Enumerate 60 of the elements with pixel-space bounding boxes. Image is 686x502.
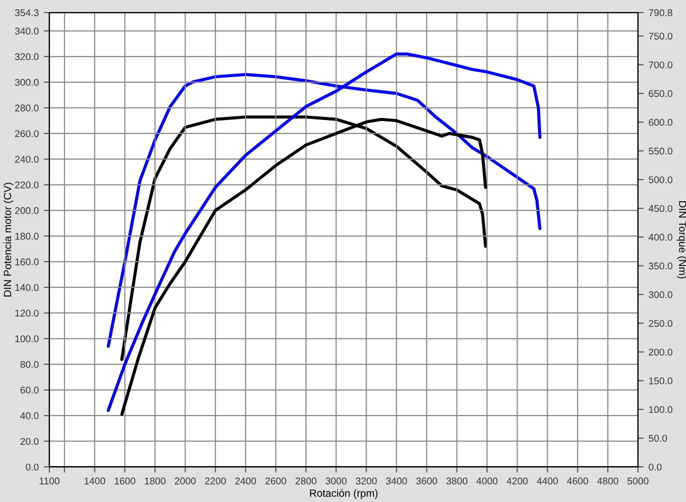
x-tick-label: 2000 <box>174 478 196 484</box>
x-tick-label: 1600 <box>114 478 136 484</box>
y-tick-label: 180.0 <box>15 232 39 240</box>
x-tick-label: 4200 <box>506 478 528 484</box>
y2-tick-label: 550.0 <box>648 148 672 155</box>
y2-tick-label: 350.0 <box>648 262 672 270</box>
y2-tick-label: 0.0 <box>648 464 662 470</box>
y2-tick-label: 500.0 <box>648 176 672 184</box>
x-tick-label: 3000 <box>326 478 347 484</box>
y2-tick-label: 200.0 <box>648 348 672 356</box>
y2-tick-label: 250.0 <box>648 320 672 327</box>
y-tick-label: 354.3 <box>15 9 39 16</box>
x-tick-label: 1800 <box>144 478 166 484</box>
x-tick-label: 3200 <box>356 478 377 484</box>
x-tick-label: 4800 <box>597 478 618 484</box>
x-tick-label: 4400 <box>536 478 558 484</box>
y-tick-label: 160.0 <box>15 258 39 266</box>
y-tick-label: 80.0 <box>20 361 39 368</box>
y2-tick-label: 790.8 <box>648 9 672 16</box>
y2-tick-label: 450.0 <box>648 205 672 212</box>
y-tick-label: 220.0 <box>15 181 39 188</box>
y-tick-label: 280.0 <box>15 104 39 112</box>
y-tick-label: 40.0 <box>20 412 39 420</box>
x-tick-label: 2600 <box>265 478 286 484</box>
x-tick-label: 3600 <box>416 478 438 484</box>
y-tick-label: 240.0 <box>15 156 39 163</box>
y-tick-label: 20.0 <box>20 438 39 445</box>
y-tick-label: 140.0 <box>15 284 39 291</box>
y2-tick-label: 700.0 <box>648 61 672 68</box>
x-tick-label: 2200 <box>205 478 226 484</box>
y-tick-label: 100.0 <box>15 335 39 342</box>
x-tick-label: 1100 <box>40 478 60 484</box>
line-series <box>106 52 542 412</box>
x-tick-label: 2800 <box>296 478 316 484</box>
x-tick-label: 4000 <box>476 478 498 484</box>
y2-tick-label: 650.0 <box>648 90 672 98</box>
y2-tick-label: 400.0 <box>648 234 672 241</box>
y-tick-label: 260.0 <box>15 130 39 138</box>
x-tick-label: 5000 <box>628 478 648 484</box>
x-tick-label: 4600 <box>567 478 588 484</box>
y-tick-label: 120.0 <box>15 310 39 317</box>
x-tick-label: 3800 <box>446 478 468 484</box>
y2-tick-label: 750.0 <box>648 32 672 40</box>
x-tick-label: 2400 <box>235 478 256 484</box>
y-tick-label: 200.0 <box>15 207 39 214</box>
x-tick-label: 3400 <box>386 478 407 484</box>
y2-tick-label: 100.0 <box>649 406 672 414</box>
y2-tick-label: 50.0 <box>648 434 667 442</box>
y-tick-label: 320.0 <box>15 53 39 60</box>
line-series <box>120 118 488 416</box>
y-tick-label: 340.0 <box>15 28 39 35</box>
y-tick-label: 300.0 <box>15 78 39 86</box>
y2-tick-label: 600.0 <box>648 118 672 126</box>
x-tick-label: 1400 <box>84 478 106 484</box>
y-tick-label: 60.0 <box>20 386 39 394</box>
x-axis-title: Rotación (rpm) <box>310 489 378 499</box>
y-axis-title: DIN Potencia motor (CV) <box>4 182 14 296</box>
y2-tick-label: 150.0 <box>649 377 672 384</box>
y-tick-label: 0.0 <box>26 464 39 470</box>
y2-tick-label: 300.0 <box>648 291 672 298</box>
